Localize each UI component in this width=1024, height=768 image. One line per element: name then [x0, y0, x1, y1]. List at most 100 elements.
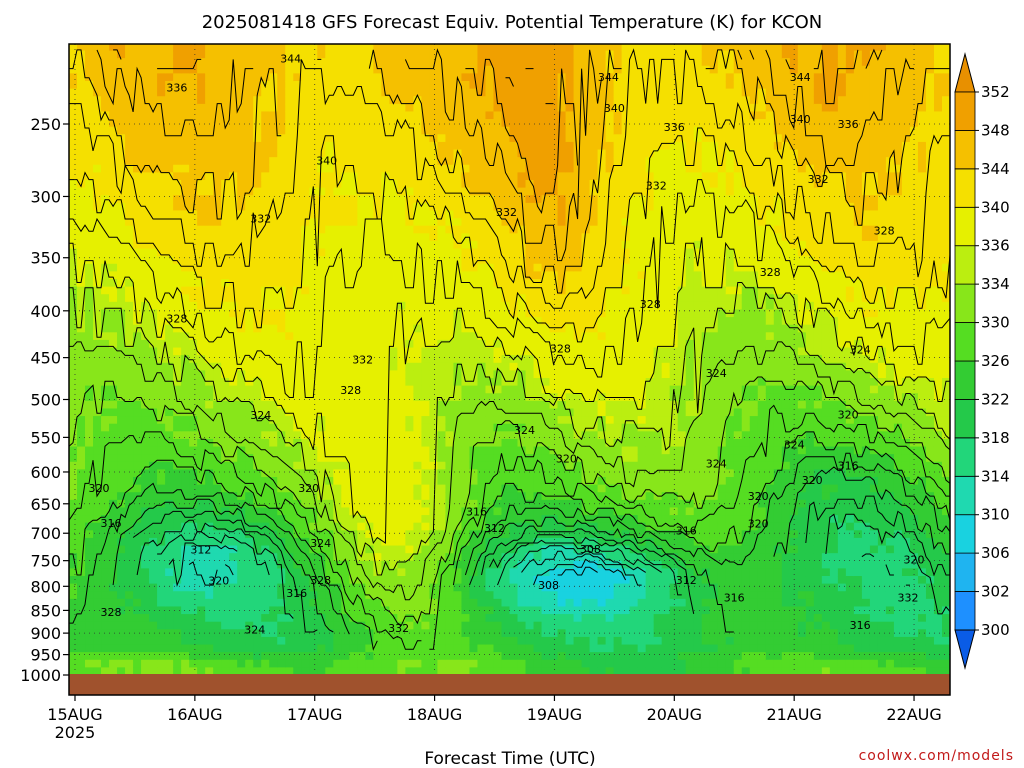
- field-cell: [69, 103, 78, 113]
- field-cell: [293, 195, 302, 204]
- field-cell: [269, 438, 278, 448]
- field-cell: [293, 58, 302, 67]
- field-cell: [381, 286, 390, 295]
- field-cell: [365, 50, 374, 59]
- field-cell: [77, 294, 86, 303]
- field-cell: [293, 172, 302, 181]
- field-cell: [125, 545, 134, 554]
- field-cell: [533, 164, 543, 173]
- field-cell: [469, 652, 479, 661]
- field-cell: [141, 438, 150, 448]
- field-cell: [477, 271, 487, 280]
- field-cell: [125, 568, 134, 577]
- field-cell: [309, 172, 318, 181]
- field-cell: [261, 667, 270, 676]
- field-cell: [221, 126, 230, 135]
- field-cell: [133, 652, 142, 661]
- field-cell: [229, 339, 238, 349]
- field-cell: [189, 591, 198, 600]
- field-cell: [197, 652, 206, 661]
- field-cell: [213, 568, 222, 577]
- field-cell: [413, 58, 422, 67]
- field-cell: [397, 560, 406, 569]
- field-cell: [485, 317, 495, 326]
- field-cell: [205, 141, 214, 151]
- field-cell: [325, 279, 334, 288]
- field-cell: [109, 58, 118, 67]
- field-cell: [197, 537, 206, 547]
- field-cell: [189, 629, 198, 638]
- field-cell: [453, 210, 463, 219]
- field-cell: [125, 446, 134, 455]
- field-cell: [69, 126, 78, 135]
- field-cell: [309, 614, 318, 623]
- field-cell: [237, 172, 246, 181]
- field-cell: [437, 119, 447, 128]
- field-cell: [189, 636, 198, 646]
- field-cell: [485, 469, 495, 478]
- field-cell: [85, 515, 94, 524]
- field-cell: [501, 218, 511, 227]
- field-cell: [357, 568, 366, 577]
- field-cell: [269, 309, 278, 318]
- field-cell: [181, 469, 190, 478]
- field-cell: [213, 560, 222, 569]
- field-cell: [341, 659, 350, 668]
- field-cell: [461, 454, 471, 463]
- field-cell: [413, 431, 422, 440]
- field-cell: [437, 240, 447, 250]
- field-cell: [373, 263, 382, 272]
- field-cell: [461, 530, 471, 539]
- field-cell: [445, 568, 455, 577]
- field-cell: [341, 317, 350, 326]
- field-cell: [269, 621, 278, 630]
- field-cell: [125, 583, 134, 592]
- field-cell: [141, 606, 150, 615]
- field-cell: [493, 141, 503, 151]
- field-cell: [181, 286, 190, 295]
- field-cell: [269, 286, 278, 295]
- field-cell: [533, 416, 543, 425]
- field-cell: [253, 294, 262, 303]
- field-cell: [357, 96, 366, 105]
- field-cell: [493, 591, 503, 600]
- field-cell: [405, 560, 414, 569]
- field-cell: [93, 560, 102, 569]
- field-cell: [397, 240, 406, 250]
- field-cell: [133, 545, 142, 554]
- field-cell: [445, 438, 455, 448]
- field-cell: [437, 149, 447, 158]
- field-cell: [437, 210, 447, 219]
- field-cell: [365, 119, 374, 128]
- field-cell: [181, 172, 190, 181]
- field-cell: [349, 301, 358, 311]
- field-cell: [93, 233, 102, 242]
- field-cell: [509, 385, 519, 394]
- field-cell: [317, 378, 326, 387]
- field-cell: [517, 652, 527, 661]
- field-cell: [429, 149, 439, 158]
- field-cell: [437, 180, 447, 189]
- field-cell: [293, 378, 302, 387]
- field-cell: [133, 378, 142, 387]
- field-cell: [501, 103, 511, 113]
- field-cell: [293, 111, 302, 120]
- field-cell: [93, 286, 102, 295]
- field-cell: [357, 583, 366, 592]
- field-cell: [477, 606, 487, 615]
- field-cell: [541, 157, 551, 166]
- field-cell: [245, 164, 254, 173]
- field-cell: [285, 149, 294, 158]
- field-cell: [277, 339, 286, 349]
- field-cell: [285, 667, 294, 676]
- field-cell: [469, 240, 479, 250]
- field-cell: [125, 233, 134, 242]
- field-cell: [541, 111, 551, 120]
- field-cell: [149, 65, 158, 74]
- field-cell: [277, 180, 286, 189]
- field-cell: [333, 461, 342, 470]
- field-cell: [149, 659, 158, 668]
- field-cell: [477, 149, 487, 158]
- field-cell: [421, 393, 431, 402]
- field-cell: [213, 126, 222, 135]
